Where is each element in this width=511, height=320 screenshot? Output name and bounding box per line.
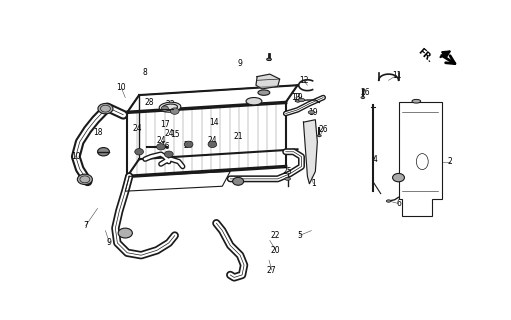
- Ellipse shape: [208, 141, 217, 148]
- Text: 7: 7: [83, 221, 88, 230]
- Text: 3: 3: [396, 174, 401, 183]
- Text: 1: 1: [311, 179, 316, 188]
- Text: 10: 10: [71, 152, 81, 161]
- Ellipse shape: [159, 102, 181, 112]
- Text: 13: 13: [291, 93, 300, 102]
- Text: 24: 24: [184, 141, 194, 150]
- Ellipse shape: [412, 100, 421, 103]
- Ellipse shape: [298, 98, 305, 102]
- Ellipse shape: [258, 90, 270, 95]
- Text: 14: 14: [210, 118, 219, 127]
- Ellipse shape: [285, 177, 290, 180]
- Ellipse shape: [392, 173, 405, 182]
- Ellipse shape: [98, 148, 109, 156]
- Text: 6: 6: [396, 199, 401, 208]
- Text: 4: 4: [373, 155, 377, 164]
- Ellipse shape: [233, 177, 244, 185]
- Text: 21: 21: [234, 132, 243, 141]
- Text: 20: 20: [271, 246, 281, 255]
- Text: 19: 19: [309, 108, 318, 117]
- Ellipse shape: [118, 228, 132, 238]
- Text: 17: 17: [160, 120, 170, 129]
- Ellipse shape: [165, 151, 173, 157]
- Text: 24: 24: [156, 136, 166, 145]
- Text: 5: 5: [297, 231, 302, 240]
- Text: 28: 28: [144, 98, 154, 107]
- Text: 23: 23: [166, 100, 176, 109]
- Text: 11: 11: [392, 71, 401, 80]
- Text: 26: 26: [318, 125, 328, 134]
- Text: 2: 2: [448, 157, 452, 166]
- Ellipse shape: [161, 106, 169, 111]
- Text: 10: 10: [117, 83, 126, 92]
- Polygon shape: [256, 74, 280, 89]
- Ellipse shape: [308, 111, 315, 114]
- Polygon shape: [304, 120, 317, 184]
- Ellipse shape: [77, 174, 92, 185]
- Ellipse shape: [98, 103, 113, 114]
- Text: 24: 24: [132, 124, 142, 133]
- Ellipse shape: [184, 141, 193, 148]
- Ellipse shape: [361, 97, 365, 99]
- Ellipse shape: [267, 58, 271, 60]
- Text: 16: 16: [160, 142, 170, 151]
- Text: 12: 12: [299, 76, 308, 85]
- Ellipse shape: [135, 148, 144, 155]
- Text: 22: 22: [271, 231, 281, 240]
- Text: 9: 9: [107, 238, 112, 247]
- Text: 27: 27: [267, 266, 276, 275]
- Text: 25: 25: [283, 167, 292, 176]
- Ellipse shape: [246, 98, 262, 105]
- Ellipse shape: [317, 135, 321, 137]
- Text: 9: 9: [238, 59, 243, 68]
- Text: FR.: FR.: [416, 47, 434, 65]
- Ellipse shape: [170, 108, 179, 114]
- Text: 15: 15: [170, 130, 179, 139]
- Text: 24: 24: [207, 136, 217, 145]
- Text: 26: 26: [360, 88, 369, 97]
- Text: 18: 18: [93, 128, 102, 137]
- Ellipse shape: [156, 144, 165, 150]
- Ellipse shape: [295, 100, 300, 102]
- Text: 24: 24: [164, 129, 174, 138]
- Ellipse shape: [386, 200, 391, 202]
- Text: 8: 8: [143, 68, 148, 77]
- Text: 19: 19: [293, 93, 303, 102]
